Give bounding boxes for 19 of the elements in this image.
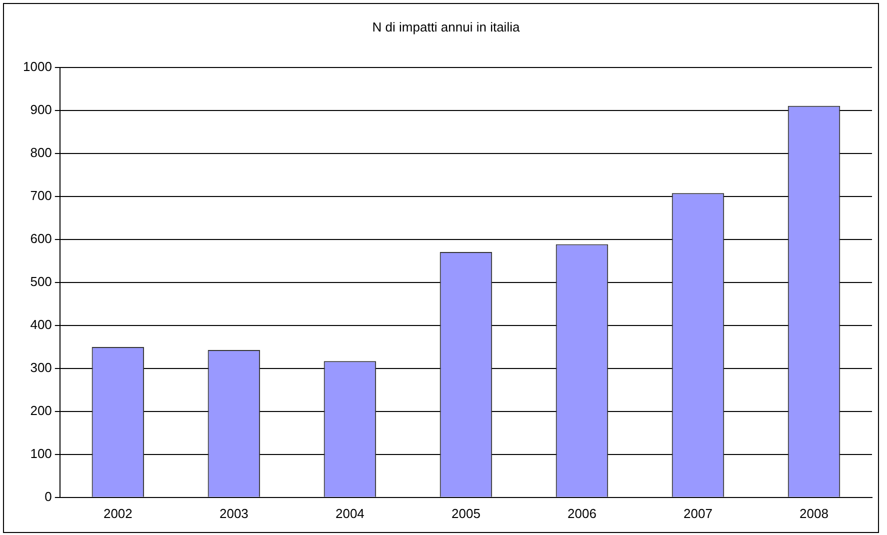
y-tick-label: 300: [30, 360, 52, 376]
y-tick-label: 800: [30, 145, 52, 160]
x-tick-label: 2003: [219, 506, 248, 521]
x-tick-label: 2004: [335, 506, 364, 521]
chart-title: N di impatti annui in itailia: [372, 19, 520, 34]
y-tick-label: 700: [30, 188, 52, 204]
y-tick-label: 0: [44, 488, 52, 504]
y-tick-label: 900: [30, 102, 52, 118]
y-tick-label: 100: [30, 446, 52, 461]
x-tick-label: 2002: [103, 506, 132, 521]
x-tick-label: 2007: [684, 506, 712, 521]
x-tick-label: 2005: [452, 506, 480, 521]
x-tick-label: 2006: [568, 506, 596, 521]
y-tick-label: 200: [30, 403, 52, 418]
y-tick-label: 400: [30, 317, 52, 332]
y-tick-label: 1000: [23, 59, 52, 74]
x-tick-label: 2008: [800, 506, 828, 521]
y-tick-label: 600: [30, 231, 52, 246]
y-tick-label: 500: [30, 274, 52, 290]
